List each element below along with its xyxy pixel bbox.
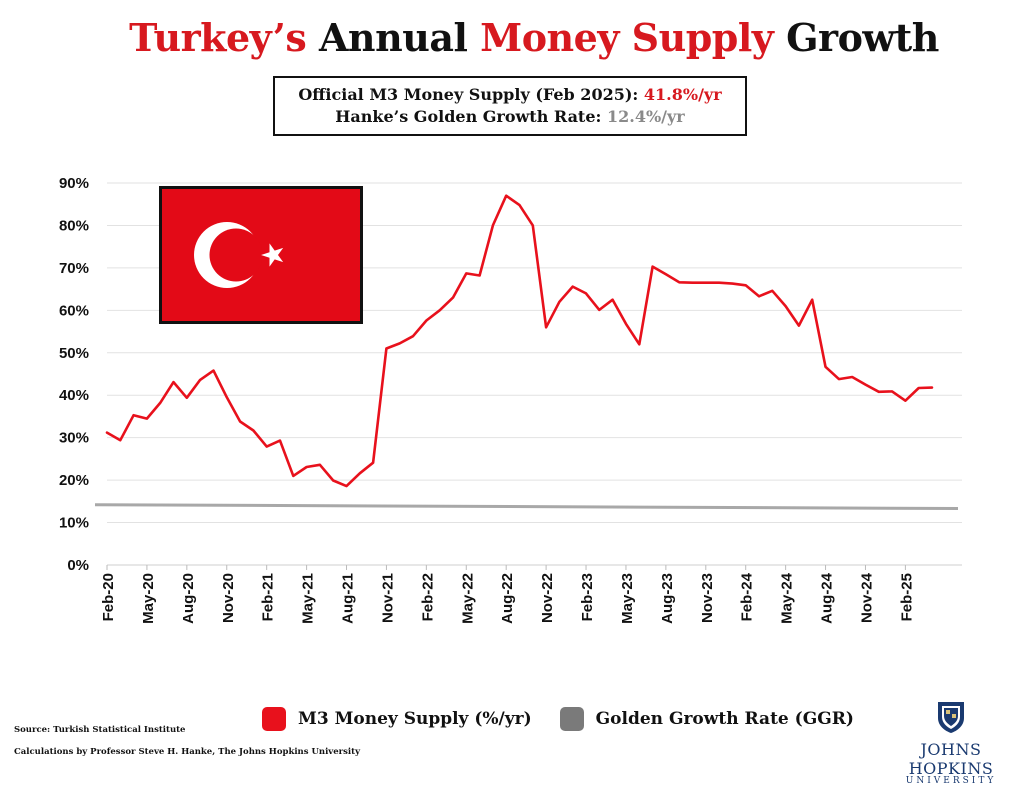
source-note: Source: Turkish Statistical Institute xyxy=(14,725,186,735)
legend-item-m3: M3 Money Supply (%/yr) xyxy=(262,707,532,731)
x-tick-label: Feb-21 xyxy=(260,573,277,621)
y-tick-label: 80% xyxy=(59,217,89,234)
y-tick-label: 20% xyxy=(59,472,89,489)
legend-swatch-m3 xyxy=(262,707,286,731)
x-tick-label: May-24 xyxy=(779,572,796,624)
jhu-university: UNIVERSITY xyxy=(905,776,997,786)
jhu-name: JOHNS HOPKINS xyxy=(908,740,994,778)
crescent-star-icon xyxy=(194,222,284,288)
x-tick-label: May-21 xyxy=(300,573,317,624)
y-tick-label: 0% xyxy=(67,557,89,574)
m3-label: Official M3 Money Supply (Feb 2025): xyxy=(298,85,639,104)
line-chart: 0% 10% 20% 30% 40% 50% 60% 70% 80% 90% Feb-20 May-2… xyxy=(59,175,962,624)
legend-swatch-ggr xyxy=(559,707,584,731)
x-tick-label: May-20 xyxy=(140,573,157,624)
y-tick-label: 10% xyxy=(59,515,89,532)
x-tick-label: May-22 xyxy=(459,573,476,624)
x-tick-label: Aug-23 xyxy=(659,573,676,624)
x-tick-label: Nov-22 xyxy=(539,573,556,623)
y-tick-label: 70% xyxy=(59,260,89,277)
title-part3: Money Supply xyxy=(480,15,774,60)
y-tick-label: 90% xyxy=(59,175,89,192)
m3-value: 41.8%/yr xyxy=(643,85,722,104)
x-tick-label: Nov-23 xyxy=(699,573,716,623)
x-tick-label: Aug-20 xyxy=(180,573,197,624)
x-tick-label: Nov-20 xyxy=(220,573,237,623)
title-part2: Annual xyxy=(318,15,468,60)
x-tick-label: Aug-21 xyxy=(340,573,357,624)
info-line-1: Official M3 Money Supply (Feb 2025): 41.… xyxy=(275,84,745,106)
info-box: Official M3 Money Supply (Feb 2025): 41.… xyxy=(273,76,747,136)
legend-label-ggr: Golden Growth Rate (GGR) xyxy=(595,709,854,729)
ggr-series-line xyxy=(94,503,959,511)
ggr-value: 12.4%/yr xyxy=(606,107,685,126)
info-line-2: Hanke’s Golden Growth Rate: 12.4%/yr xyxy=(275,106,745,128)
x-tick-label: Feb-23 xyxy=(579,573,596,621)
x-tick-label: Feb-25 xyxy=(898,573,915,621)
m3-series-line xyxy=(105,194,934,488)
y-tick-label: 30% xyxy=(59,430,89,447)
x-tick-label: Aug-22 xyxy=(499,573,516,624)
calculation-note: Calculations by Professor Steve H. Hanke… xyxy=(14,747,361,757)
x-tick-label: May-23 xyxy=(619,573,636,624)
legend-label-m3: M3 Money Supply (%/yr) xyxy=(298,709,532,729)
y-tick-label: 50% xyxy=(59,345,89,362)
ggr-label: Hanke’s Golden Growth Rate: xyxy=(335,107,602,126)
title-part4: Growth xyxy=(786,15,939,60)
x-tick-label: Nov-24 xyxy=(858,572,875,623)
x-tick-label: Nov-21 xyxy=(379,573,396,623)
chart-title: Turkey’s Annual Money Supply Growth xyxy=(0,14,1024,62)
legend-item-ggr: Golden Growth Rate (GGR) xyxy=(559,707,854,731)
jhu-logo: JOHNS HOPKINS UNIVERSITY xyxy=(886,700,1016,786)
x-tick-label: Feb-22 xyxy=(419,573,436,621)
title-part1: Turkey’s xyxy=(129,15,307,60)
turkey-flag-icon xyxy=(159,186,363,324)
x-tick-label: Aug-24 xyxy=(819,572,836,623)
x-tick-label: Feb-20 xyxy=(100,573,117,621)
y-tick-label: 40% xyxy=(59,387,89,404)
y-tick-label: 60% xyxy=(59,302,89,319)
x-tick-label: Feb-24 xyxy=(739,572,756,621)
jhu-shield-icon xyxy=(938,702,964,733)
legend: M3 Money Supply (%/yr) Golden Growth Rat… xyxy=(262,706,882,732)
